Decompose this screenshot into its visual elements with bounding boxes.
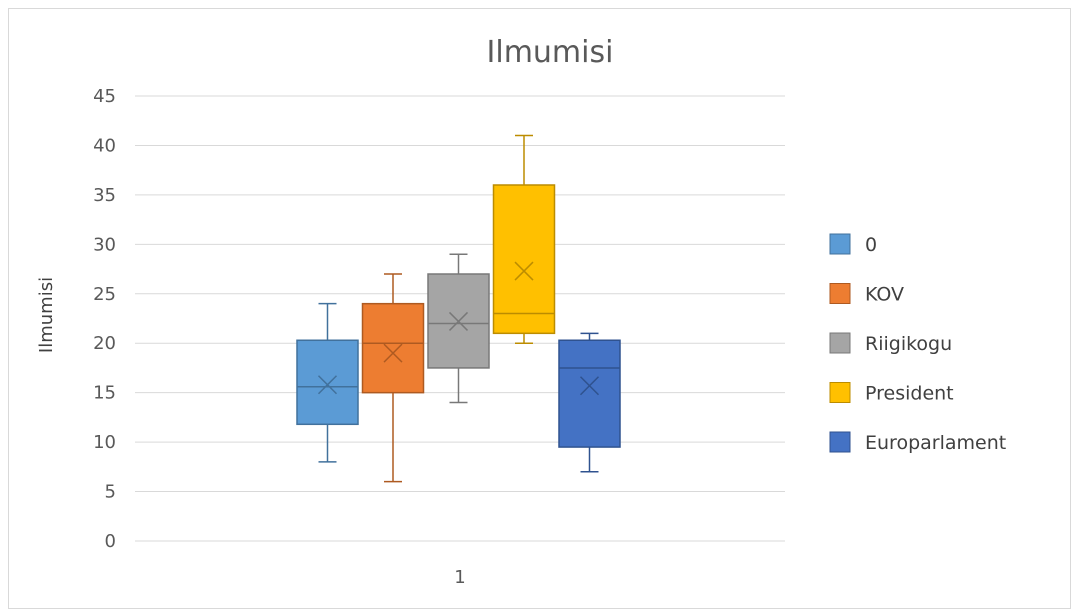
box-president xyxy=(492,134,556,344)
y-tick-label: 0 xyxy=(105,531,116,552)
legend-swatch xyxy=(829,382,851,403)
legend-label: Riigikogu xyxy=(865,333,952,355)
x-axis-ticks: 1 xyxy=(454,567,465,588)
legend-label: Europarlament xyxy=(865,432,1006,454)
legend-swatch xyxy=(829,283,851,304)
y-tick-label: 25 xyxy=(93,284,116,305)
legend-label: 0 xyxy=(865,234,877,256)
mean-marker xyxy=(383,343,403,363)
box-iqr xyxy=(296,339,359,426)
legend-item: 0 xyxy=(829,233,877,256)
legend-item: Riigikogu xyxy=(829,332,952,355)
box-iqr xyxy=(361,302,425,394)
mean-marker xyxy=(514,261,534,281)
mean-marker xyxy=(448,311,469,331)
legend: 0 KOV Riigikogu President Europarlament xyxy=(829,233,1006,454)
y-tick-label: 40 xyxy=(93,135,116,156)
legend-swatch xyxy=(829,233,851,255)
mean-marker xyxy=(317,375,338,395)
legend-item: Europarlament xyxy=(829,431,1006,454)
legend-label: KOV xyxy=(865,284,904,306)
y-tick-label: 35 xyxy=(93,185,116,206)
box-iqr xyxy=(558,339,621,448)
y-axis-label: Ilmumisi xyxy=(36,277,57,353)
boxes xyxy=(296,134,621,483)
box-europarlament xyxy=(558,332,621,473)
legend-swatch xyxy=(829,332,851,354)
legend-label: President xyxy=(865,383,954,405)
box-riigikogu xyxy=(427,253,490,404)
legend-swatch xyxy=(829,431,851,453)
legend-item: President xyxy=(829,382,954,405)
legend-item: KOV xyxy=(829,283,904,306)
gridlines xyxy=(135,95,785,542)
box-iqr xyxy=(492,184,556,335)
box-0 xyxy=(296,302,359,463)
y-tick-label: 5 xyxy=(105,482,116,503)
y-tick-label: 30 xyxy=(93,234,116,255)
x-tick-label: 1 xyxy=(454,567,465,588)
y-axis-ticks: 0 5 10 15 20 25 30 35 40 45 xyxy=(93,86,116,552)
y-tick-label: 20 xyxy=(93,333,116,354)
y-tick-label: 15 xyxy=(93,383,116,404)
box-kov xyxy=(361,273,425,483)
mean-marker xyxy=(579,376,600,396)
chart-title: Ilmumisi xyxy=(487,35,614,70)
y-tick-label: 45 xyxy=(93,86,116,107)
y-tick-label: 10 xyxy=(93,432,116,453)
